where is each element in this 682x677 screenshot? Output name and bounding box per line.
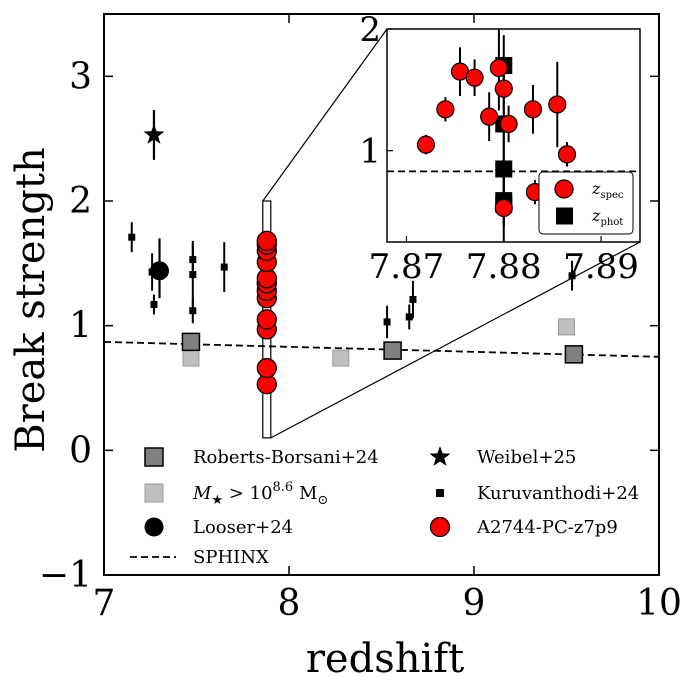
inset-y-tick-label: 2 [359, 10, 381, 50]
kuruvanthodi-point [383, 318, 391, 326]
inset-x-tick-label: 7.89 [563, 247, 639, 287]
legend-marker-2 [429, 446, 451, 466]
kuruvanthodi-point [150, 300, 158, 308]
kuruvanthodi-point [568, 272, 576, 280]
connector-line [262, 28, 388, 202]
legend: Roberts-Borsani+24 Weibel+25 M★ > 108.6 M⊙… [130, 446, 639, 568]
a2744-point [256, 230, 277, 252]
mass-cut-point [182, 349, 200, 367]
inset-y-tick-label: 1 [359, 132, 381, 172]
roberts-borsani-point [564, 345, 584, 364]
roberts-borsani-point [181, 332, 201, 352]
a2744-point [256, 309, 277, 330]
inset-legend-zphot-marker [556, 207, 573, 225]
inset-legend-zspec-marker [554, 179, 574, 199]
kuruvanthodi-point [409, 295, 417, 303]
y-axis-label: Break strength [8, 147, 54, 453]
legend-label-7: SPHINX [193, 547, 269, 568]
x-tick-label: 10 [636, 583, 682, 624]
inset-zphot-point [495, 160, 513, 178]
inset-zspec-point [494, 79, 513, 98]
weibel-point [143, 123, 165, 144]
x-axis-label: redshift [306, 636, 464, 677]
x-tick-label: 8 [278, 583, 301, 624]
plot-frame [103, 13, 660, 576]
kuruvanthodi-point [220, 263, 228, 271]
inset-zspec-point [499, 114, 518, 134]
legend-label-5: Looser+24 [193, 517, 293, 538]
legend-marker-5 [144, 517, 164, 537]
y-tick-label: 1 [69, 306, 92, 347]
y-tick-label: 2 [69, 181, 92, 222]
legend-marker-3 [144, 483, 164, 503]
inset-zspec-point [548, 95, 567, 114]
legend-label-1: Roberts-Borsani+24 [193, 447, 379, 468]
roberts-borsani-point [383, 341, 402, 360]
legend-label-3: M★ > 108.6 M⊙ [192, 480, 328, 508]
legend-marker-4 [436, 489, 444, 497]
mass-cut-point [558, 318, 575, 336]
inset-zspec-point [557, 145, 577, 164]
inset-x-tick-label: 7.87 [369, 247, 445, 287]
x-tick-label: 7 [93, 583, 116, 624]
mass-cut-point [332, 349, 350, 367]
looser-point [150, 261, 169, 281]
main-plot-area: 7 8 9 10 −1 0 1 2 3 [39, 13, 682, 624]
inset-zspec-point [480, 107, 499, 126]
legend-label-2: Weibel+25 [477, 447, 576, 468]
x-tick-label: 9 [463, 583, 486, 624]
legend-marker-1 [144, 447, 164, 467]
inset-zspec-point [489, 58, 509, 78]
inset-zspec-point [465, 68, 484, 87]
kuruvanthodi-point [128, 233, 136, 241]
legend-marker-6 [429, 516, 451, 538]
legend-label-6: A2744-PC-z7p9 [476, 517, 618, 538]
inset-zspec-point [494, 198, 513, 218]
inset-x-tick-label: 7.88 [466, 247, 542, 287]
y-tick-label: −1 [39, 555, 92, 596]
a2744-point [256, 357, 277, 379]
kuruvanthodi-point [189, 307, 197, 315]
inset-zspec-point [523, 100, 543, 119]
inset-zspec-point [436, 100, 455, 119]
kuruvanthodi-point [189, 271, 197, 279]
inset-zspec-point [416, 135, 436, 154]
legend-label-4: Kuruvanthodi+24 [477, 483, 639, 504]
y-tick-label: 0 [69, 430, 92, 471]
kuruvanthodi-point [405, 313, 413, 321]
connector-line [270, 241, 641, 439]
y-tick-label: 3 [69, 56, 92, 97]
